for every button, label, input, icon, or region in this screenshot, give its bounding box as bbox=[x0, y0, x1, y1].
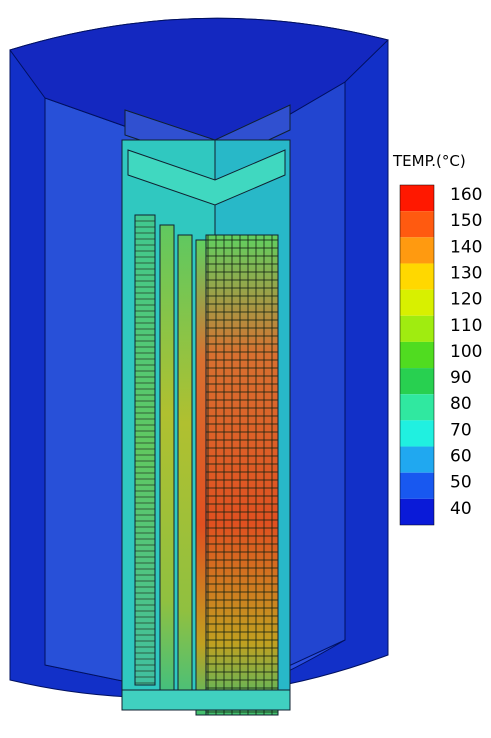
legend-label: 140 bbox=[450, 237, 482, 257]
color-swatch bbox=[400, 342, 434, 368]
color-swatch bbox=[400, 447, 434, 473]
legend-label: 130 bbox=[450, 263, 482, 283]
page: 160 150 140 130 120 110 100 90 80 70 60 50 40 TEMP.(… bbox=[0, 0, 491, 738]
color-swatch bbox=[400, 316, 434, 342]
colorbar: 160 150 140 130 120 110 100 90 80 70 60 50 40 bbox=[400, 185, 482, 525]
legend-label: 120 bbox=[450, 290, 482, 310]
color-swatch bbox=[400, 237, 434, 263]
legend-label: 80 bbox=[450, 394, 472, 414]
color-swatch bbox=[400, 368, 434, 394]
color-swatch bbox=[400, 185, 434, 211]
legend-label: 40 bbox=[450, 499, 472, 519]
core-column bbox=[122, 105, 290, 715]
color-swatch bbox=[400, 499, 434, 525]
color-swatch bbox=[400, 211, 434, 237]
legend-label: 150 bbox=[450, 211, 482, 231]
color-swatch bbox=[400, 394, 434, 420]
color-swatch bbox=[400, 290, 434, 316]
color-swatch bbox=[400, 263, 434, 289]
simulation-view: 160 150 140 130 120 110 100 90 80 70 60 50 40 TEMP.(… bbox=[0, 0, 491, 738]
legend-label: 60 bbox=[450, 447, 472, 467]
legend-label: 110 bbox=[450, 316, 482, 336]
legend-label: 100 bbox=[450, 342, 482, 362]
legend-title: TEMP.(°C) bbox=[392, 152, 466, 170]
color-swatch bbox=[400, 473, 434, 499]
color-swatch bbox=[400, 420, 434, 446]
legend-label: 160 bbox=[450, 185, 482, 205]
legend-label: 50 bbox=[450, 473, 472, 493]
legend-label: 70 bbox=[450, 420, 472, 440]
legend-label: 90 bbox=[450, 368, 472, 388]
